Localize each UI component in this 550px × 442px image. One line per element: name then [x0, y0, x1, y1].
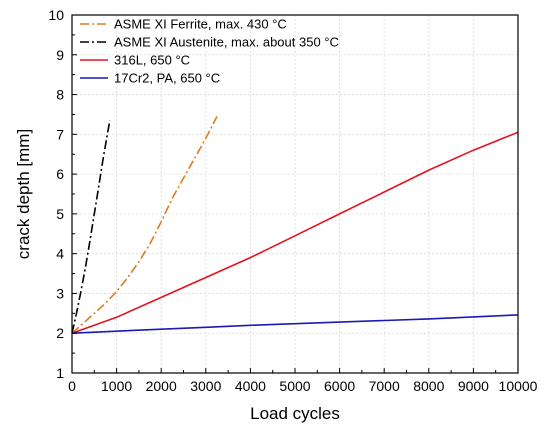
x-tick-label: 8000: [413, 378, 444, 394]
x-tick-label: 7000: [369, 378, 400, 394]
legend-label: 316L, 650 °C: [114, 53, 190, 68]
y-tick-label: 6: [56, 166, 64, 182]
x-tick-label: 5000: [279, 378, 310, 394]
y-tick-label: 8: [56, 87, 64, 103]
series-line-3: [71, 314, 519, 334]
x-tick-label: 9000: [458, 378, 489, 394]
legend-label: ASME XI Austenite, max. about 350 °C: [114, 35, 339, 50]
y-tick-label: 1: [56, 365, 64, 381]
tick-labels: 0 1000 2000 3000 4000 5000 6000 7000 8000 9000 100…: [48, 7, 537, 394]
x-tick-label: 10000: [499, 378, 538, 394]
y-tick-label: 2: [56, 325, 64, 341]
x-tick-label: 6000: [324, 378, 355, 394]
y-tick-label: 5: [56, 206, 64, 222]
y-tick-label: 7: [56, 126, 64, 142]
ticks: [71, 14, 519, 374]
x-axis-title: Load cycles: [250, 404, 340, 423]
y-tick-label: 9: [56, 47, 64, 63]
x-tick-label: 1000: [101, 378, 132, 394]
x-tick-label: 3000: [190, 378, 221, 394]
x-tick-label: 2000: [146, 378, 177, 394]
y-tick-label: 3: [56, 285, 64, 301]
y-tick-label: 10: [48, 7, 64, 23]
series-line-1: [71, 120, 111, 334]
legend: ASME XI Ferrite, max. 430 °C ASME XI Aust…: [80, 17, 339, 86]
legend-label: ASME XI Ferrite, max. 430 °C: [114, 17, 287, 32]
x-tick-label: 0: [68, 378, 76, 394]
y-tick-label: 4: [56, 246, 64, 262]
series-line-2: [71, 131, 519, 334]
x-tick-label: 4000: [235, 378, 266, 394]
y-axis-title: crack depth [mm]: [14, 129, 33, 259]
series-layer: [71, 116, 519, 334]
series-line-0: [71, 116, 218, 334]
legend-label: 17Cr2, PA, 650 °C: [114, 71, 220, 86]
